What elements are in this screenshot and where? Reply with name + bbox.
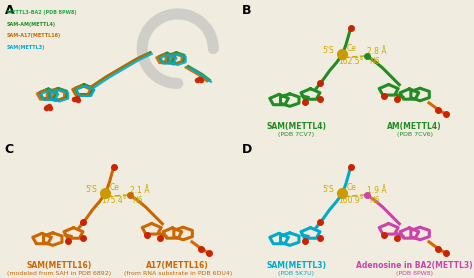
- Text: 162.5°: 162.5°: [337, 57, 363, 66]
- Text: C: C: [5, 143, 14, 156]
- Text: 1.9 Å: 1.9 Å: [367, 186, 386, 195]
- Text: METTL3-BA2 (PDB 8PW8): METTL3-BA2 (PDB 8PW8): [7, 10, 77, 15]
- Text: N6: N6: [370, 57, 380, 66]
- Text: SAM-A17(METTL16): SAM-A17(METTL16): [7, 33, 61, 38]
- Text: N6: N6: [370, 196, 380, 205]
- Text: A: A: [5, 4, 14, 17]
- Text: (modeled from SAH in PDB 6892): (modeled from SAH in PDB 6892): [7, 271, 111, 276]
- Text: SAM(METTL3): SAM(METTL3): [266, 261, 326, 270]
- Text: (PDB 5K7U): (PDB 5K7U): [278, 271, 314, 276]
- Text: SAM(METTL3): SAM(METTL3): [7, 45, 46, 50]
- Text: (PDB 8PW8): (PDB 8PW8): [396, 271, 433, 276]
- Text: 175.4°: 175.4°: [100, 196, 127, 205]
- Text: (from RNA substrate in PDB 6DU4): (from RNA substrate in PDB 6DU4): [124, 271, 232, 276]
- Text: N6: N6: [133, 196, 143, 205]
- Text: Ce: Ce: [346, 183, 356, 192]
- Text: 2.1 Å: 2.1 Å: [130, 186, 149, 195]
- Text: 160.9°: 160.9°: [337, 196, 364, 205]
- Text: B: B: [242, 4, 251, 17]
- Text: SAM(METTL4): SAM(METTL4): [266, 122, 326, 131]
- Text: (PDB 7CV6): (PDB 7CV6): [397, 132, 433, 137]
- Text: D: D: [242, 143, 252, 156]
- Text: 5'S: 5'S: [322, 46, 334, 54]
- Text: A17(METTL16): A17(METTL16): [146, 261, 209, 270]
- Text: 5'S: 5'S: [85, 185, 97, 193]
- Text: Ce: Ce: [110, 183, 119, 192]
- Text: SAM-AM(METTL4): SAM-AM(METTL4): [7, 21, 56, 26]
- Text: Adenosine in BA2(METTL3): Adenosine in BA2(METTL3): [356, 261, 473, 270]
- Text: SAM(METTL16): SAM(METTL16): [27, 261, 92, 270]
- Text: 5'S: 5'S: [322, 185, 334, 193]
- Text: Ce: Ce: [346, 44, 356, 53]
- Text: AM(METTL4): AM(METTL4): [387, 122, 442, 131]
- Text: (PDB 7CV7): (PDB 7CV7): [278, 132, 314, 137]
- Text: 2.8 Å: 2.8 Å: [367, 47, 386, 56]
